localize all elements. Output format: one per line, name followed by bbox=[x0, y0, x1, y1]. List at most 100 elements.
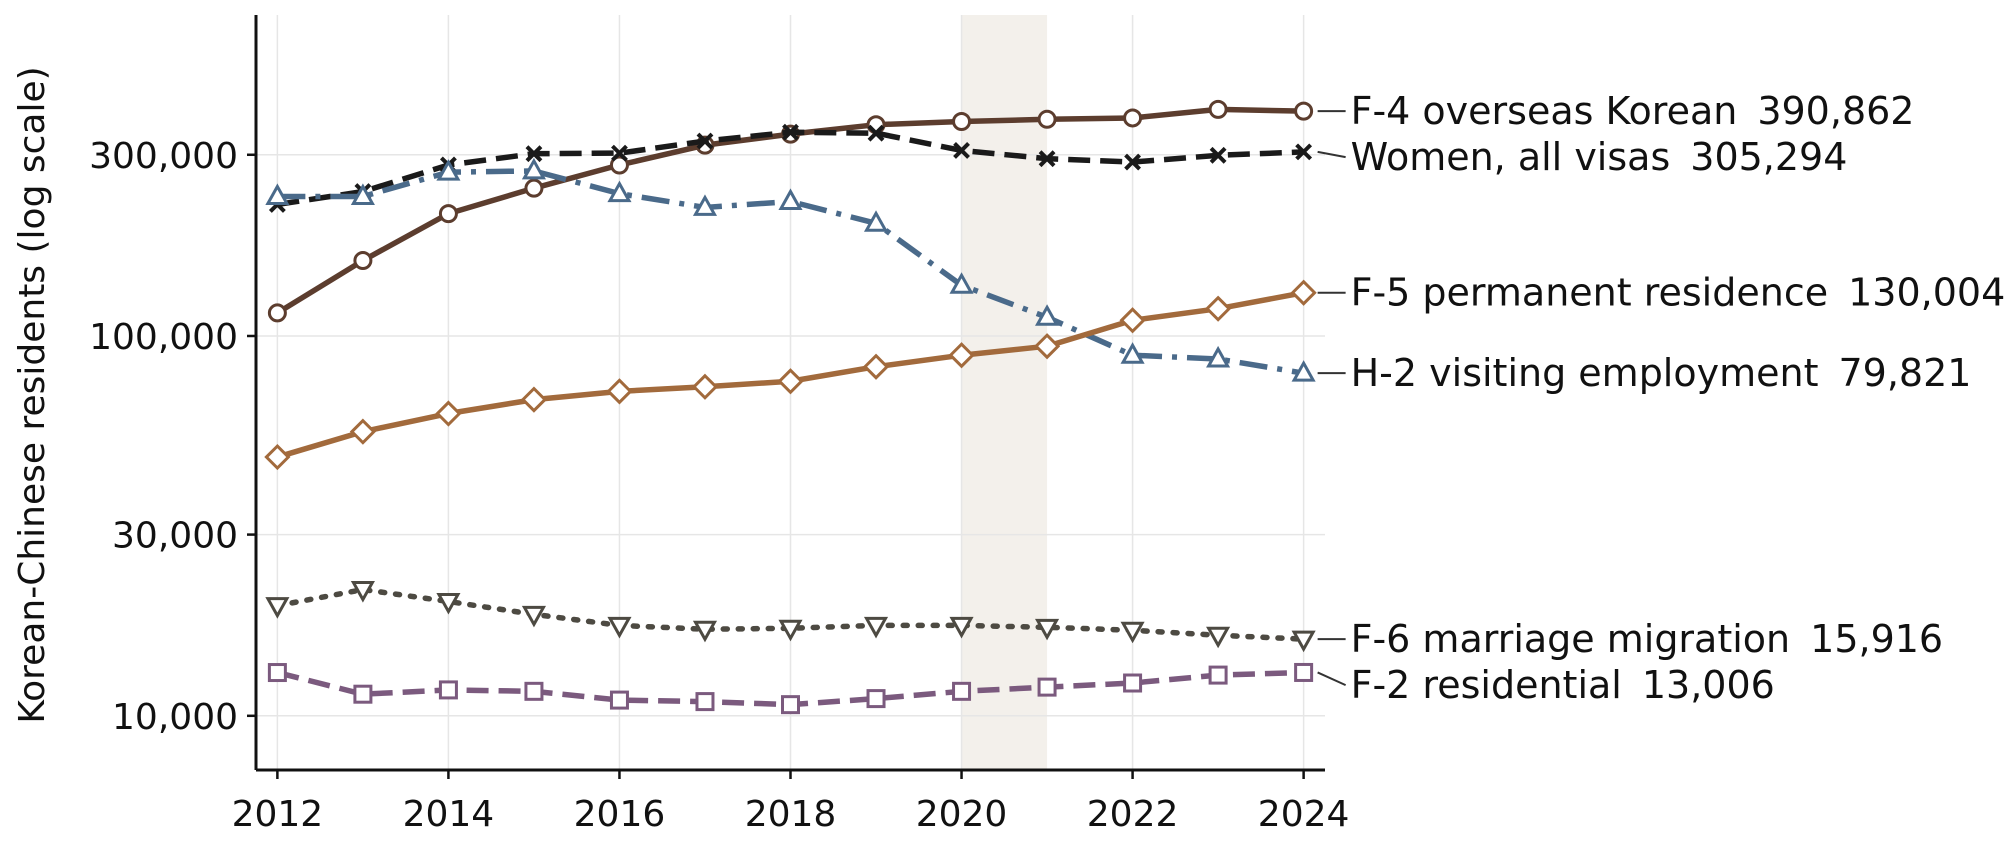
data-point bbox=[1206, 345, 1231, 368]
data-point bbox=[524, 178, 544, 198]
data-point bbox=[1119, 307, 1146, 334]
data-point bbox=[1035, 304, 1060, 326]
covid-highlight-band bbox=[961, 15, 1048, 770]
data-point bbox=[521, 157, 546, 180]
data-point bbox=[1290, 279, 1317, 306]
series-4 bbox=[265, 581, 1316, 653]
data-point bbox=[1206, 626, 1231, 649]
data-point bbox=[606, 378, 633, 405]
y-tick-label: 100,000 bbox=[89, 317, 238, 358]
x-tick-label: 2024 bbox=[1258, 794, 1350, 835]
series-end-value: 390,862 bbox=[1757, 89, 1914, 133]
tick-layer: 2012 2014 2016 2018 2020 2022 2024 10,000 30,000… bbox=[89, 136, 1349, 835]
end-label-leader bbox=[1317, 671, 1347, 687]
data-point bbox=[436, 159, 461, 181]
data-point bbox=[435, 400, 462, 427]
data-point bbox=[778, 188, 803, 210]
data-point bbox=[1295, 143, 1313, 161]
data-point bbox=[1294, 662, 1314, 682]
data-point bbox=[949, 272, 974, 294]
grid-layer bbox=[256, 15, 1325, 770]
data-point bbox=[1037, 109, 1057, 129]
series-end-label: F-4 overseas Korean 390,862 bbox=[1351, 89, 1915, 133]
series-end-value: 130,004 bbox=[1848, 271, 2005, 315]
series-2 bbox=[265, 157, 1316, 382]
data-point bbox=[782, 123, 799, 141]
y-axis-title: Korean-Chinese residents (log scale) bbox=[12, 66, 53, 723]
data-point bbox=[695, 692, 715, 712]
end-label-leader bbox=[1317, 150, 1346, 159]
data-point bbox=[350, 183, 375, 205]
x-tick-label: 2012 bbox=[232, 794, 324, 835]
data-point bbox=[609, 155, 629, 175]
data-point bbox=[863, 210, 889, 232]
data-point bbox=[524, 681, 544, 701]
data-point bbox=[948, 342, 975, 369]
data-point bbox=[353, 251, 373, 271]
series-layer bbox=[264, 99, 1317, 715]
data-point bbox=[521, 605, 546, 628]
data-point bbox=[692, 194, 718, 216]
data-point bbox=[1033, 333, 1061, 360]
data-point bbox=[862, 353, 890, 380]
series-end-value: 13,006 bbox=[1642, 663, 1775, 707]
data-point bbox=[1208, 99, 1228, 119]
data-point bbox=[696, 132, 714, 150]
data-point bbox=[1120, 621, 1145, 644]
y-tick-label: 30,000 bbox=[112, 516, 238, 557]
data-point bbox=[265, 183, 290, 205]
series-name: Women, all visas bbox=[1351, 135, 1671, 179]
data-point bbox=[525, 145, 543, 163]
data-point bbox=[867, 124, 885, 142]
data-point bbox=[611, 144, 628, 162]
x-tick-label: 2018 bbox=[745, 794, 837, 835]
data-point bbox=[1291, 630, 1316, 653]
data-point bbox=[781, 695, 800, 715]
series-end-value: 15,916 bbox=[1810, 617, 1943, 661]
data-point bbox=[438, 204, 458, 224]
series-name: F-5 permanent residence bbox=[1351, 271, 1829, 315]
data-point bbox=[866, 689, 886, 709]
x-tick-label: 2020 bbox=[916, 794, 1008, 835]
data-point bbox=[1291, 360, 1316, 382]
data-point bbox=[692, 620, 718, 643]
data-point bbox=[953, 142, 970, 159]
series-end-label: Women, all visas 305,294 bbox=[1351, 135, 1848, 179]
series-end-value: 305,294 bbox=[1690, 135, 1847, 179]
x-tick-label: 2022 bbox=[1087, 794, 1179, 835]
data-point bbox=[264, 443, 291, 471]
data-point bbox=[1204, 295, 1232, 322]
series-3 bbox=[264, 279, 1317, 471]
data-point bbox=[353, 684, 373, 704]
data-point bbox=[607, 180, 632, 203]
data-point bbox=[1124, 153, 1141, 171]
series-5 bbox=[267, 662, 1314, 715]
series-name: H-2 visiting employment bbox=[1351, 351, 1819, 395]
series-end-label: F-6 marriage migration 15,916 bbox=[1351, 617, 1944, 661]
data-point bbox=[1209, 146, 1227, 164]
series-name: F-2 residential bbox=[1351, 663, 1622, 707]
series-name: F-6 marriage migration bbox=[1351, 617, 1791, 661]
x-tick-label: 2014 bbox=[403, 794, 495, 835]
data-point bbox=[949, 616, 974, 639]
y-tick-label: 10,000 bbox=[112, 697, 238, 738]
series-end-value: 79,821 bbox=[1838, 351, 1971, 395]
data-point bbox=[607, 616, 632, 639]
data-point bbox=[1208, 665, 1228, 685]
data-point bbox=[267, 663, 287, 683]
data-point bbox=[952, 681, 972, 701]
y-tick-label: 300,000 bbox=[89, 136, 238, 177]
highlight-band-layer bbox=[961, 15, 1048, 770]
data-point bbox=[777, 368, 804, 395]
data-point bbox=[1294, 101, 1314, 121]
data-point bbox=[1037, 677, 1057, 697]
data-point bbox=[1123, 108, 1143, 128]
data-point bbox=[778, 619, 803, 642]
data-point bbox=[1035, 618, 1060, 641]
series-end-label: H-2 visiting employment 79,821 bbox=[1351, 351, 1972, 395]
data-point bbox=[520, 386, 548, 413]
data-point bbox=[265, 597, 290, 619]
data-point bbox=[863, 616, 889, 639]
data-point bbox=[952, 112, 972, 132]
